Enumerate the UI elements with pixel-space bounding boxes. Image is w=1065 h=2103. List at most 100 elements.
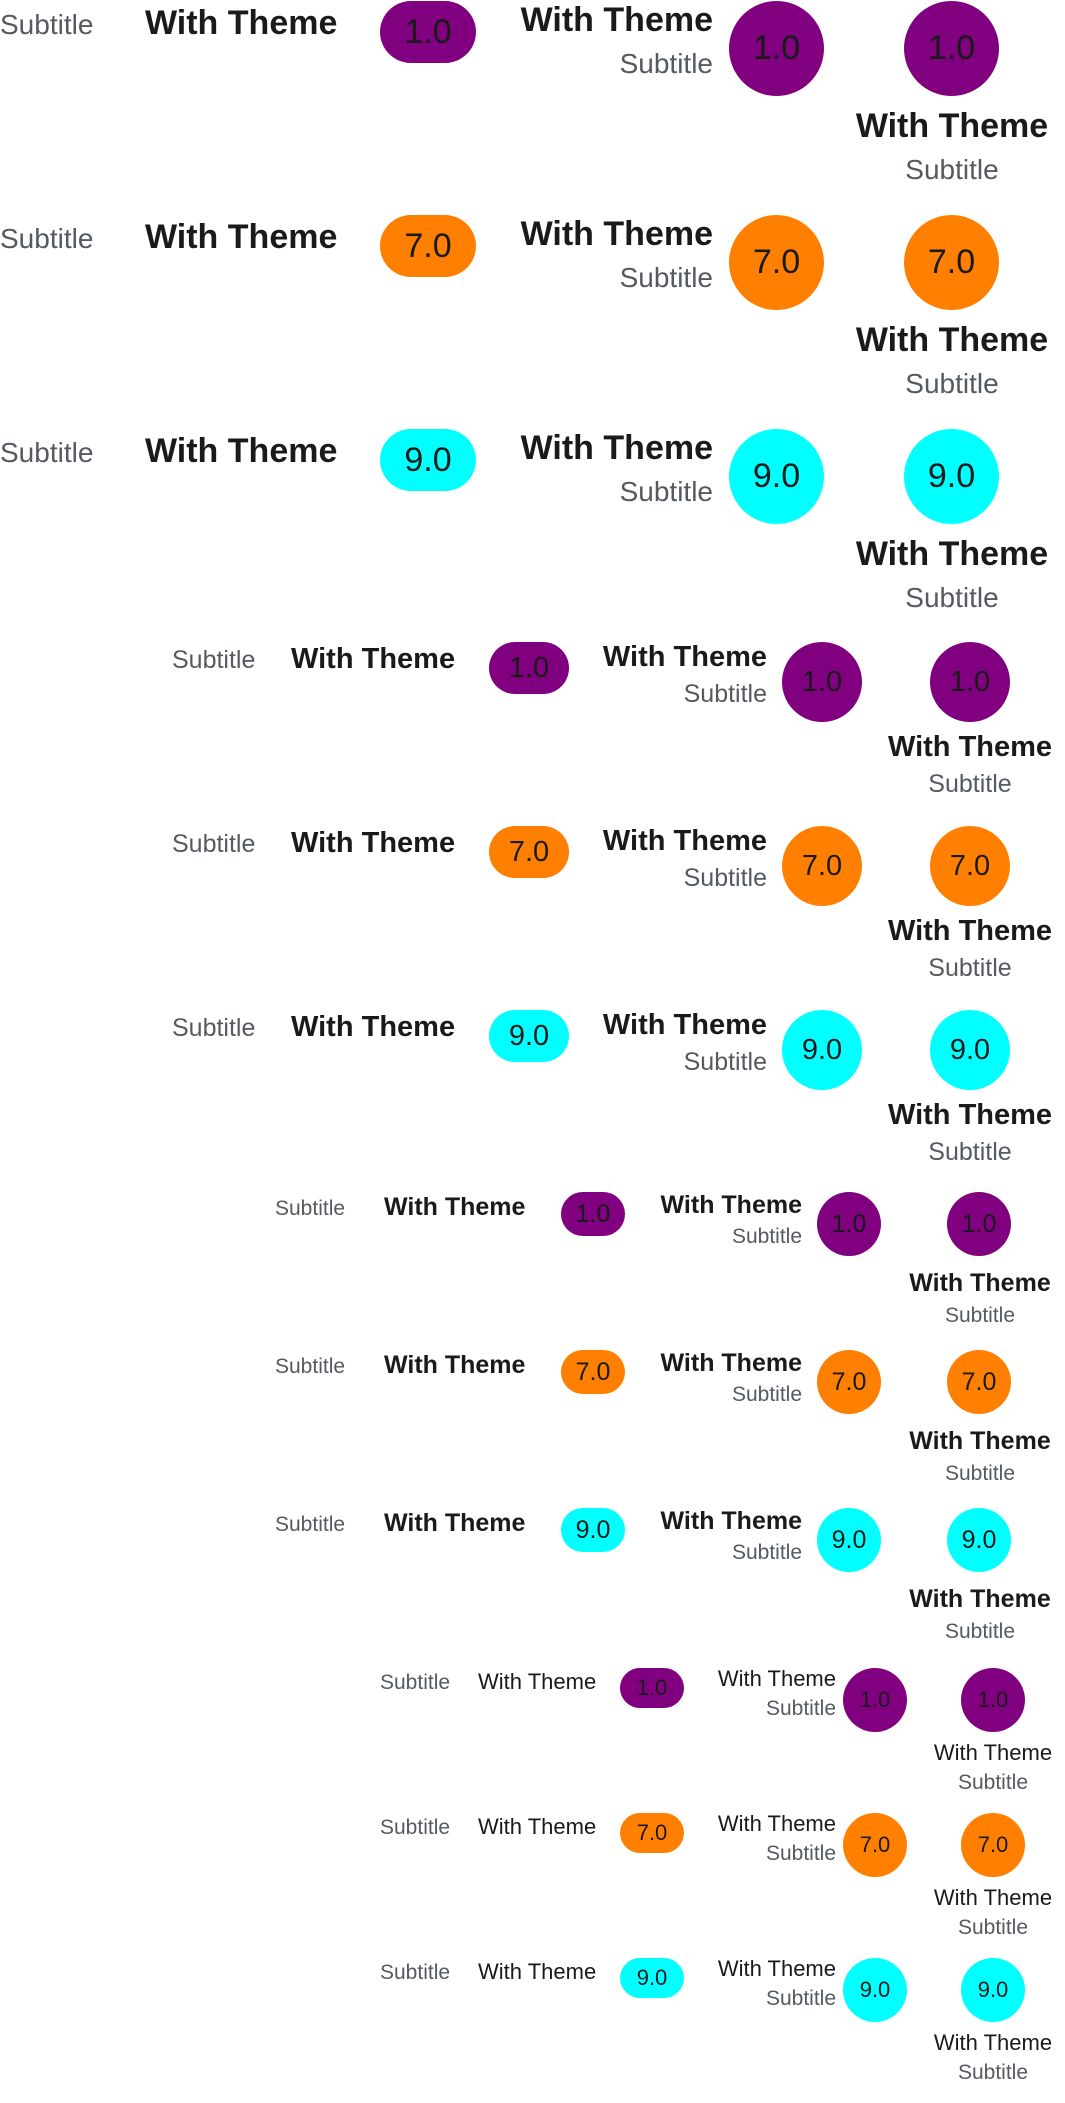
badge-value: 1.0 <box>636 1675 668 1700</box>
sample-group-large-cyan: Subtitle With Theme 9.0 With Theme Subtitle 9… <box>0 428 1065 642</box>
badge-value: 1.0 <box>859 1687 891 1712</box>
inline-title: With Theme <box>145 4 338 42</box>
value-circle-badge-top: 7.0 <box>961 1813 1025 1877</box>
sample-group-large-orange: Subtitle With Theme 7.0 With Theme Subtitle 7… <box>0 214 1065 428</box>
below-subtitle: Subtitle <box>957 1771 1029 1794</box>
badge-value: 1.0 <box>752 29 801 67</box>
value-circle-badge: 1.0 <box>817 1192 881 1256</box>
below-title: With Theme <box>855 535 1049 573</box>
inline-title: With Theme <box>478 1669 597 1694</box>
stacked-title: With Theme <box>717 1811 836 1836</box>
below-subtitle: Subtitle <box>928 954 1012 982</box>
below-title: With Theme <box>909 1269 1051 1297</box>
below-subtitle: Subtitle <box>944 1462 1016 1485</box>
badge-value: 1.0 <box>949 665 991 698</box>
stacked-subtitle: Subtitle <box>619 476 713 507</box>
below-subtitle: Subtitle <box>905 154 999 185</box>
value-pill-badge: 1.0 <box>489 642 569 694</box>
value-circle-badge-top: 9.0 <box>961 1958 1025 2022</box>
value-circle-badge-top: 9.0 <box>947 1508 1011 1572</box>
sample-group-medium-cyan: Subtitle With Theme 9.0 With Theme Subtitle 9… <box>0 1010 1065 1194</box>
badge-value: 9.0 <box>508 1019 550 1052</box>
below-title: With Theme <box>933 1740 1053 1765</box>
stacked-title: With Theme <box>520 215 713 253</box>
badge-value: 1.0 <box>575 1199 611 1228</box>
badge-value: 9.0 <box>752 457 801 495</box>
below-subtitle: Subtitle <box>957 2061 1029 2084</box>
value-pill-badge: 9.0 <box>380 429 476 491</box>
below-subtitle: Subtitle <box>928 1138 1012 1166</box>
inline-subtitle: Subtitle <box>0 223 94 254</box>
badge-value: 7.0 <box>404 226 452 265</box>
badge-value: 9.0 <box>927 457 976 495</box>
below-title: With Theme <box>887 731 1053 763</box>
badge-value: 9.0 <box>961 1525 997 1554</box>
value-pill-badge: 9.0 <box>620 1958 684 1998</box>
stacked-subtitle: Subtitle <box>683 1048 767 1076</box>
inline-title: With Theme <box>384 1351 526 1379</box>
inline-title: With Theme <box>291 643 456 675</box>
stacked-subtitle: Subtitle <box>731 1225 802 1248</box>
stacked-title: With Theme <box>602 825 767 857</box>
stacked-subtitle: Subtitle <box>765 1987 836 2010</box>
value-circle-badge-top: 1.0 <box>904 1 999 96</box>
below-title: With Theme <box>855 321 1049 359</box>
inline-subtitle: Subtitle <box>172 1014 256 1042</box>
value-pill-badge: 7.0 <box>561 1350 625 1394</box>
value-circle-badge: 9.0 <box>782 1010 862 1090</box>
badge-value: 1.0 <box>508 651 550 684</box>
inline-subtitle: Subtitle <box>380 1816 451 1839</box>
sample-group-xsmall-purple: Subtitle With Theme 1.0 With Theme Subtitle 1… <box>0 1668 1065 1813</box>
value-circle-badge: 7.0 <box>843 1813 907 1877</box>
value-circle-badge-top: 1.0 <box>961 1668 1025 1732</box>
stacked-title: With Theme <box>717 1666 836 1691</box>
stacked-title: With Theme <box>602 641 767 673</box>
stacked-subtitle: Subtitle <box>619 262 713 293</box>
value-circle-badge: 9.0 <box>817 1508 881 1572</box>
sample-group-medium-orange: Subtitle With Theme 7.0 With Theme Subtitle 7… <box>0 826 1065 1010</box>
below-subtitle: Subtitle <box>905 582 999 613</box>
value-circle-badge-top: 7.0 <box>904 215 999 310</box>
value-pill-badge: 7.0 <box>489 826 569 878</box>
sample-group-small-orange: Subtitle With Theme 7.0 With Theme Subtitle 7… <box>0 1350 1065 1508</box>
badge-value: 1.0 <box>831 1209 867 1238</box>
badge-value: 7.0 <box>949 849 991 882</box>
badge-value: 7.0 <box>801 849 843 882</box>
stacked-subtitle: Subtitle <box>619 48 713 79</box>
inline-subtitle: Subtitle <box>380 1961 451 1984</box>
below-title: With Theme <box>933 2030 1053 2055</box>
inline-subtitle: Subtitle <box>380 1671 451 1694</box>
badge-value: 1.0 <box>801 665 843 698</box>
sample-group-small-cyan: Subtitle With Theme 9.0 With Theme Subtitle 9… <box>0 1508 1065 1666</box>
badge-value: 1.0 <box>961 1209 997 1238</box>
value-circle-badge-top: 9.0 <box>904 429 999 524</box>
stacked-title: With Theme <box>717 1956 836 1981</box>
inline-title: With Theme <box>478 1814 597 1839</box>
badge-value: 7.0 <box>752 243 801 281</box>
below-title: With Theme <box>855 107 1049 145</box>
value-circle-badge-top: 9.0 <box>930 1010 1010 1090</box>
inline-subtitle: Subtitle <box>275 1355 346 1378</box>
badge-value: 7.0 <box>508 835 550 868</box>
stacked-title: With Theme <box>660 1191 802 1219</box>
value-pill-badge: 9.0 <box>561 1508 625 1552</box>
inline-title: With Theme <box>291 827 456 859</box>
stacked-subtitle: Subtitle <box>731 1383 802 1406</box>
value-circle-badge-top: 1.0 <box>930 642 1010 722</box>
badge-value: 9.0 <box>949 1033 991 1066</box>
below-title: With Theme <box>909 1585 1051 1613</box>
inline-subtitle: Subtitle <box>0 437 94 468</box>
below-subtitle: Subtitle <box>957 1916 1029 1939</box>
stacked-subtitle: Subtitle <box>765 1697 836 1720</box>
badge-value: 7.0 <box>859 1832 891 1857</box>
badge-value: 7.0 <box>636 1820 668 1845</box>
badge-value: 9.0 <box>404 440 452 479</box>
inline-subtitle: Subtitle <box>172 830 256 858</box>
below-subtitle: Subtitle <box>905 368 999 399</box>
stacked-title: With Theme <box>520 429 713 467</box>
inline-subtitle: Subtitle <box>172 646 256 674</box>
sample-group-medium-purple: Subtitle With Theme 1.0 With Theme Subtitle 1… <box>0 642 1065 826</box>
stacked-title: With Theme <box>660 1349 802 1377</box>
value-circle-badge: 1.0 <box>782 642 862 722</box>
badge-value: 1.0 <box>927 29 976 67</box>
